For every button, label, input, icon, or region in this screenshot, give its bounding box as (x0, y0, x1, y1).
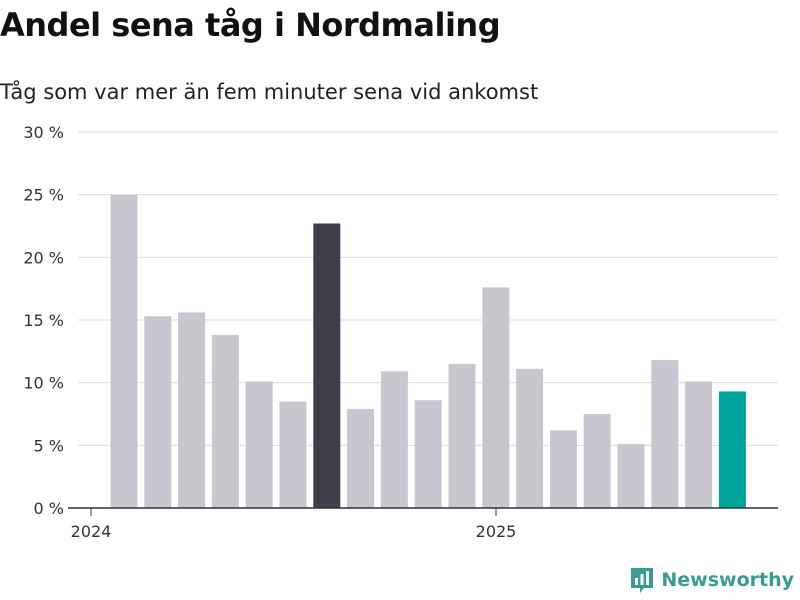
bar (110, 194, 138, 508)
y-tick-label: 0 % (34, 499, 64, 518)
chart-title: Andel sena tåg i Nordmaling (0, 6, 501, 44)
bar (279, 401, 307, 508)
bar (482, 287, 510, 508)
chart-subtitle: Tåg som var mer än fem minuter sena vid … (0, 80, 539, 104)
newsworthy-logo: Newsworthy (629, 566, 794, 594)
bar (448, 363, 476, 508)
bar (380, 371, 408, 508)
bar (245, 381, 273, 508)
x-tick-label: 2025 (476, 522, 517, 541)
x-axis (68, 507, 778, 516)
y-tick-label: 25 % (23, 186, 64, 205)
y-tick-label: 5 % (34, 436, 64, 455)
bar (313, 223, 341, 508)
y-tick-label: 30 % (23, 123, 64, 142)
bar (516, 368, 544, 508)
x-tick-labels: 2024 2025 (71, 522, 517, 541)
bar (718, 391, 746, 508)
bar (651, 360, 679, 508)
bar (617, 444, 645, 508)
brand-name: Newsworthy (661, 569, 794, 591)
bar (414, 400, 442, 508)
x-tick-label: 2024 (71, 522, 112, 541)
bar (685, 381, 713, 508)
y-tick-label: 15 % (23, 311, 64, 330)
bar (211, 335, 239, 508)
y-tick-labels: 0 % 5 % 10 % 15 % 20 % 25 % 30 % (23, 123, 64, 518)
bars (110, 194, 746, 508)
bar (347, 408, 375, 508)
bar (549, 430, 577, 508)
newsworthy-icon (631, 568, 654, 593)
bar (583, 414, 611, 508)
y-tick-label: 10 % (23, 374, 64, 393)
bar (178, 312, 206, 508)
y-tick-label: 20 % (23, 248, 64, 267)
bar (144, 316, 172, 508)
